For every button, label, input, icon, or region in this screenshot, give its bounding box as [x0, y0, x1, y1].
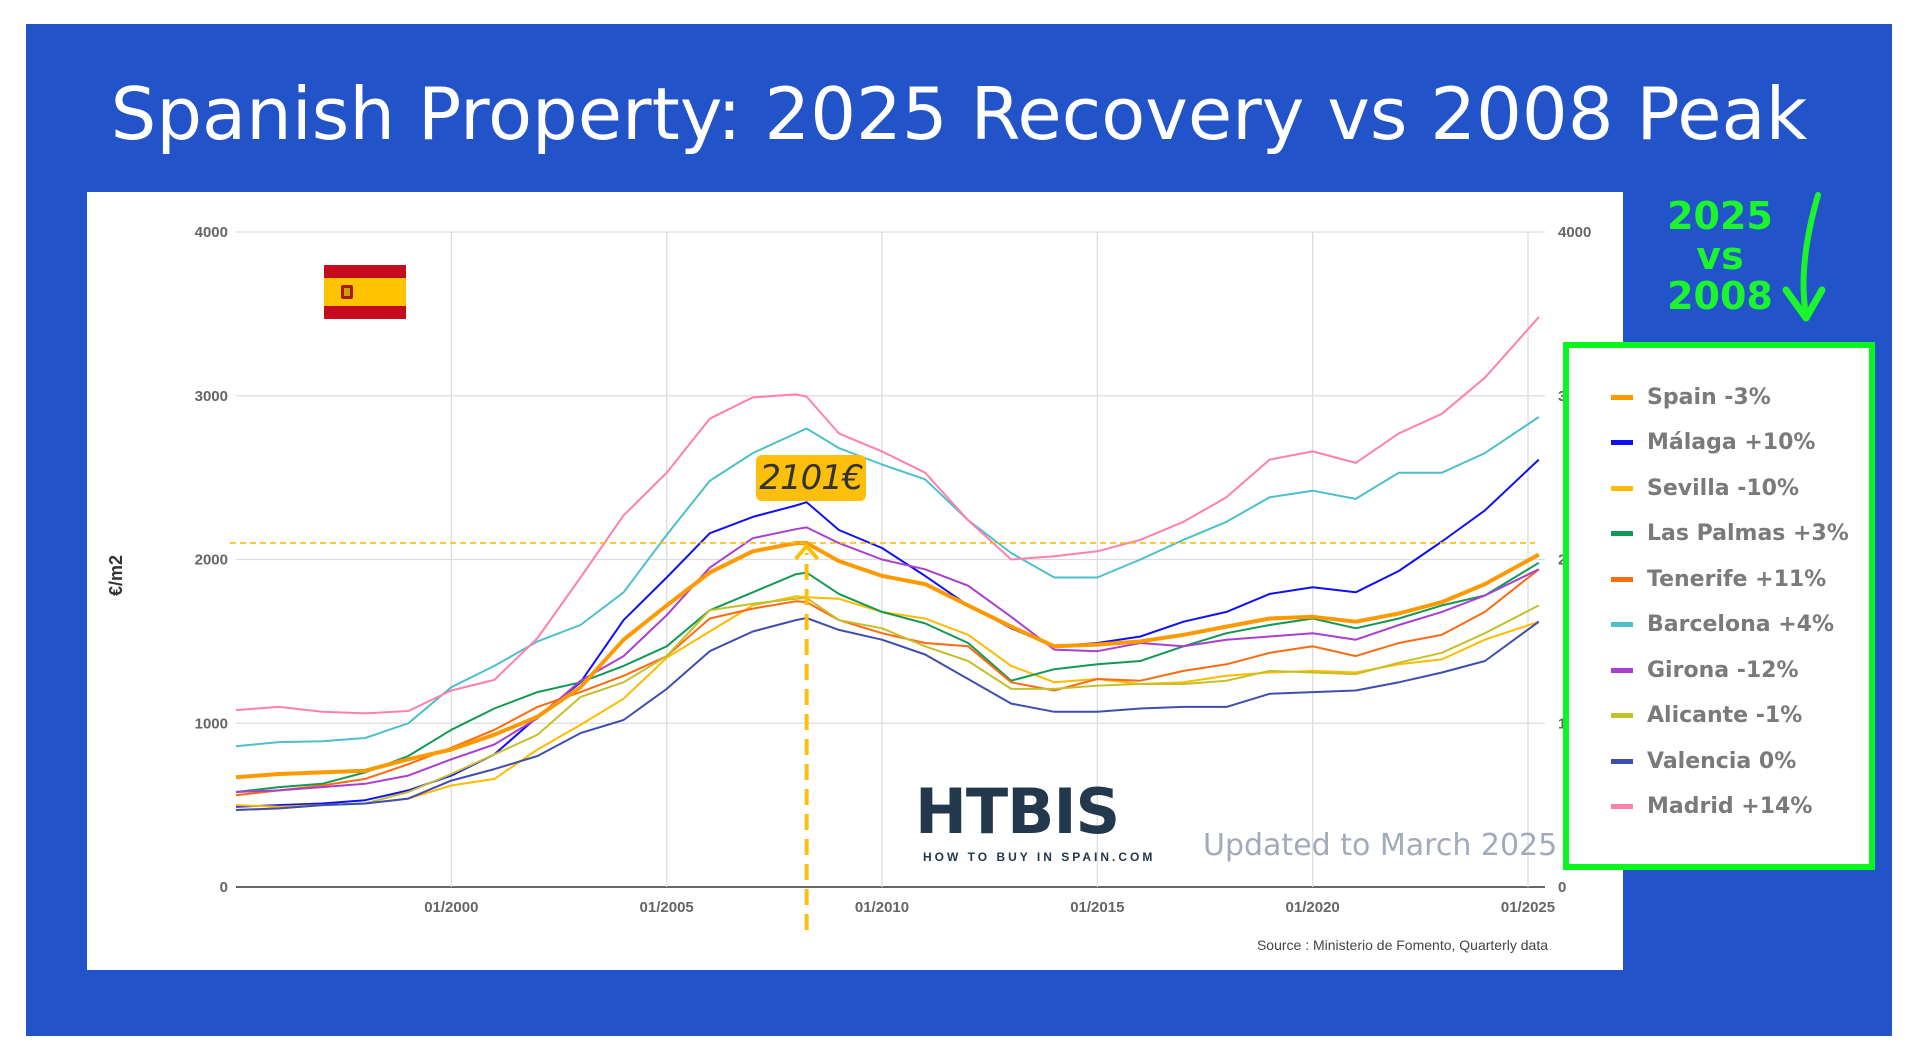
legend-item: Barcelona +4% [1611, 610, 1834, 640]
x-tick-label: 01/2000 [424, 899, 478, 916]
legend-swatch [1611, 622, 1633, 627]
legend-swatch [1611, 713, 1633, 718]
page-title: Spanish Property: 2025 Recovery vs 2008 … [110, 72, 1808, 156]
updated-note: Updated to March 2025 [1203, 828, 1558, 863]
legend-item: Valencia 0% [1611, 746, 1796, 776]
legend-label: Madrid +14% [1647, 794, 1813, 819]
legend-label: Tenerife +11% [1647, 566, 1827, 592]
series-line-6 [235, 526, 1540, 793]
legend-item: Alicante -1% [1611, 701, 1802, 731]
y-tick-label-right: 0 [1558, 879, 1566, 896]
series-line-2 [235, 595, 1540, 808]
legend-swatch [1611, 485, 1633, 491]
legend-label: Málaga +10% [1647, 430, 1816, 455]
x-tick-label: 01/2025 [1501, 899, 1555, 916]
legend-swatch [1611, 440, 1633, 445]
logo-sub: HOW TO BUY IN SPAIN.COM [923, 850, 1156, 864]
x-tick-label: 01/2005 [640, 899, 694, 916]
legend-item: Tenerife +11% [1611, 564, 1826, 594]
legend-item: Sevilla -10% [1611, 473, 1799, 503]
comparison-year-2025: 2025 [1667, 194, 1773, 238]
peak-arrow-head-icon [794, 542, 820, 561]
legend-label: Girona -12% [1647, 657, 1799, 683]
series-line-7 [235, 597, 1540, 811]
legend-item: Málaga +10% [1611, 428, 1815, 458]
legend-swatch [1611, 758, 1633, 764]
series-line-0 [235, 541, 1540, 780]
legend-item: Madrid +14% [1611, 792, 1812, 822]
legend-label: Valencia 0% [1647, 748, 1797, 774]
peak-value-badge: 2101€ [756, 455, 866, 501]
legend-label: Las Palmas +3% [1647, 521, 1849, 546]
htbis-logo: HTBIS HOW TO BUY IN SPAIN.COM [915, 780, 1165, 870]
legend-item: Spain -3% [1611, 382, 1771, 412]
down-arrow-icon [1782, 192, 1826, 322]
x-tick-label: 01/2015 [1070, 899, 1124, 916]
y-tick-label: 4000 [195, 224, 228, 241]
y-axis-label: €/m2 [106, 554, 127, 597]
y-tick-label: 1000 [195, 715, 228, 732]
legend-label: Spain -3% [1647, 384, 1771, 410]
series-line-3 [235, 561, 1540, 793]
legend-label: Sevilla -10% [1647, 475, 1800, 501]
y-tick-label: 2000 [195, 552, 228, 569]
legend-item: Las Palmas +3% [1611, 519, 1849, 549]
legend: Spain -3% Málaga +10% Sevilla -10% Las Palm… [1563, 342, 1875, 870]
legend-swatch [1611, 804, 1633, 809]
spain-flag-icon [324, 265, 406, 319]
comparison-label: 2025 vs 2008 [1640, 196, 1800, 316]
comparison-vs: vs [1696, 234, 1744, 278]
x-tick-label: 01/2010 [855, 899, 909, 916]
x-tick-label: 01/2020 [1286, 899, 1340, 916]
chart-panel [87, 192, 1623, 970]
y-tick-label-right: 4000 [1558, 224, 1591, 241]
y-tick-label: 3000 [195, 388, 228, 405]
legend-item: Girona -12% [1611, 655, 1799, 685]
legend-label: Barcelona +4% [1647, 612, 1835, 637]
y-tick-label: 0 [220, 879, 228, 896]
legend-label: Alicante -1% [1647, 703, 1803, 728]
series-line-9 [235, 316, 1540, 715]
legend-swatch [1611, 531, 1633, 536]
logo-main: HTBIS [915, 775, 1120, 848]
source-note: Source : Ministerio de Fomento, Quarterl… [1256, 937, 1548, 953]
series-line-8 [235, 617, 1540, 811]
legend-swatch [1611, 576, 1633, 582]
series-line-1 [235, 458, 1540, 808]
legend-swatch [1611, 667, 1633, 673]
legend-swatch [1611, 394, 1633, 400]
comparison-year-2008: 2008 [1667, 274, 1773, 318]
series-line-5 [235, 416, 1540, 748]
series-line-4 [235, 568, 1540, 797]
